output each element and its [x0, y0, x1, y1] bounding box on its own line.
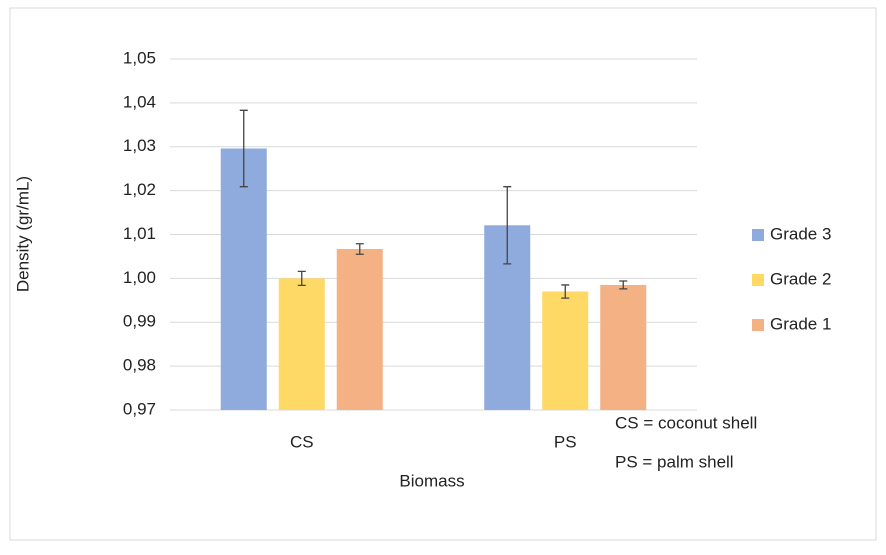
legend-label: Grade 3 [770, 224, 831, 243]
legend-marker [752, 229, 764, 241]
y-tick-label: 1,03 [123, 136, 156, 155]
legend-marker [752, 319, 764, 331]
bar [542, 291, 589, 410]
error-bar [355, 243, 364, 255]
annotation: CS = coconut shell [615, 413, 757, 432]
bar [278, 278, 325, 410]
annotation: PS = palm shell [615, 452, 734, 471]
x-tick-label: PS [554, 432, 577, 451]
y-tick-label: 1,00 [123, 268, 156, 287]
chart-border [9, 7, 877, 541]
y-tick-label: 1,01 [123, 224, 156, 243]
bar [336, 248, 383, 410]
y-tick-label: 0,99 [123, 312, 156, 331]
error-bar [619, 280, 628, 290]
y-tick-label: 0,97 [123, 399, 156, 418]
y-tick-label: 1,02 [123, 180, 156, 199]
error-bar [561, 284, 570, 299]
y-axis-title: Density (gr/mL) [13, 176, 32, 292]
y-tick-label: 1,04 [123, 92, 156, 111]
error-bar [239, 109, 248, 188]
legend-label: Grade 1 [770, 314, 831, 333]
legend-marker [752, 274, 764, 286]
error-bar [503, 186, 512, 265]
legend-label: Grade 2 [770, 269, 831, 288]
y-tick-label: 1,05 [123, 48, 156, 67]
x-axis-title: Biomass [399, 471, 464, 490]
bar [600, 284, 647, 410]
bar [220, 148, 267, 410]
error-bar [297, 270, 306, 287]
x-tick-label: CS [290, 432, 314, 451]
y-tick-label: 0,98 [123, 356, 156, 375]
